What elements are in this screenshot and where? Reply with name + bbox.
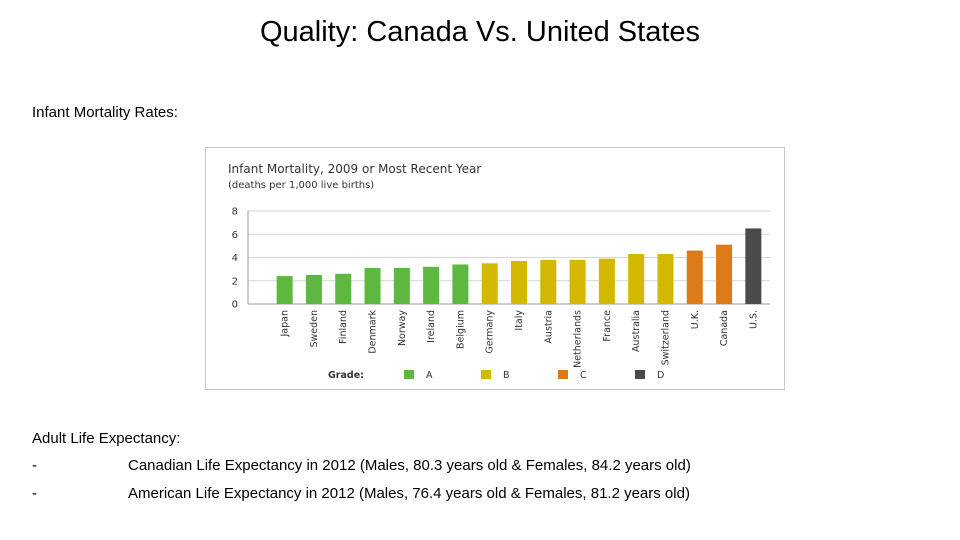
x-category-label: Ireland [426,310,437,343]
bar-uk [686,250,703,304]
x-category-label: Canada [719,310,730,346]
legend-swatch [404,370,414,379]
y-tick-label: 4 [232,253,238,264]
x-category-label: U.S. [748,310,759,329]
bar-austria [540,259,557,304]
legend-label: D [657,370,664,381]
bar-australia [628,254,645,304]
x-category-label: Italy [514,310,525,331]
y-tick-label: 8 [232,207,238,218]
x-category-label: Germany [485,310,496,354]
legend-label: A [426,370,433,381]
bar-us [745,228,762,304]
legend-label: B [503,370,510,381]
infant-mortality-label: Infant Mortality Rates: [32,104,178,121]
bullet-text: Canadian Life Expectancy in 2012 (Males,… [128,457,691,474]
bar-canada [716,244,733,304]
legend-swatch [635,370,645,379]
bar-sweden [305,274,322,304]
bar-ireland [423,266,440,304]
slide-title: Quality: Canada Vs. United States [259,16,701,48]
bullet-dash: - [32,485,37,502]
legend-label: C [580,370,587,381]
bullet-dash: - [32,457,37,474]
x-category-label: Austria [543,310,554,344]
chart-title: Infant Mortality, 2009 or Most Recent Ye… [228,162,481,176]
x-category-label: Sweden [309,310,320,348]
bullet-canada: - Canadian Life Expectancy in 2012 (Males… [32,457,932,474]
infant-mortality-chart: Infant Mortality, 2009 or Most Recent Ye… [205,147,785,390]
x-category-label: Denmark [368,310,379,354]
bar-belgium [452,264,469,304]
bar-japan [276,276,293,304]
bar-france [598,258,615,304]
x-category-label: Australia [631,310,642,352]
bar-denmark [364,267,381,304]
legend-title: Grade: [328,370,364,381]
bar-switzerland [657,254,674,304]
x-category-label: Japan [280,310,291,338]
x-category-label: Norway [397,310,408,346]
bar-italy [511,260,527,304]
y-tick-label: 2 [232,276,238,287]
bullet-us: - American Life Expectancy in 2012 (Males… [32,485,932,502]
x-category-label: France [602,310,613,342]
x-category-label: Netherlands [573,310,584,368]
bullet-text: American Life Expectancy in 2012 (Males,… [128,485,690,502]
y-tick-label: 0 [232,300,238,311]
adult-life-expectancy-label: Adult Life Expectancy: [32,430,181,447]
legend-swatch [481,370,491,379]
x-category-label: Finland [338,310,349,344]
x-category-label: Belgium [455,310,466,349]
y-tick-label: 6 [232,230,238,241]
bar-norway [393,267,410,304]
x-category-label: Switzerland [660,310,671,365]
bar-netherlands [569,259,586,304]
chart-subtitle: (deaths per 1,000 live births) [228,180,374,191]
chart-svg: Infant Mortality, 2009 or Most Recent Ye… [228,162,770,381]
x-category-label: U.K. [690,310,701,329]
legend-swatch [558,370,568,379]
bar-finland [335,273,352,304]
bar-germany [481,263,498,304]
